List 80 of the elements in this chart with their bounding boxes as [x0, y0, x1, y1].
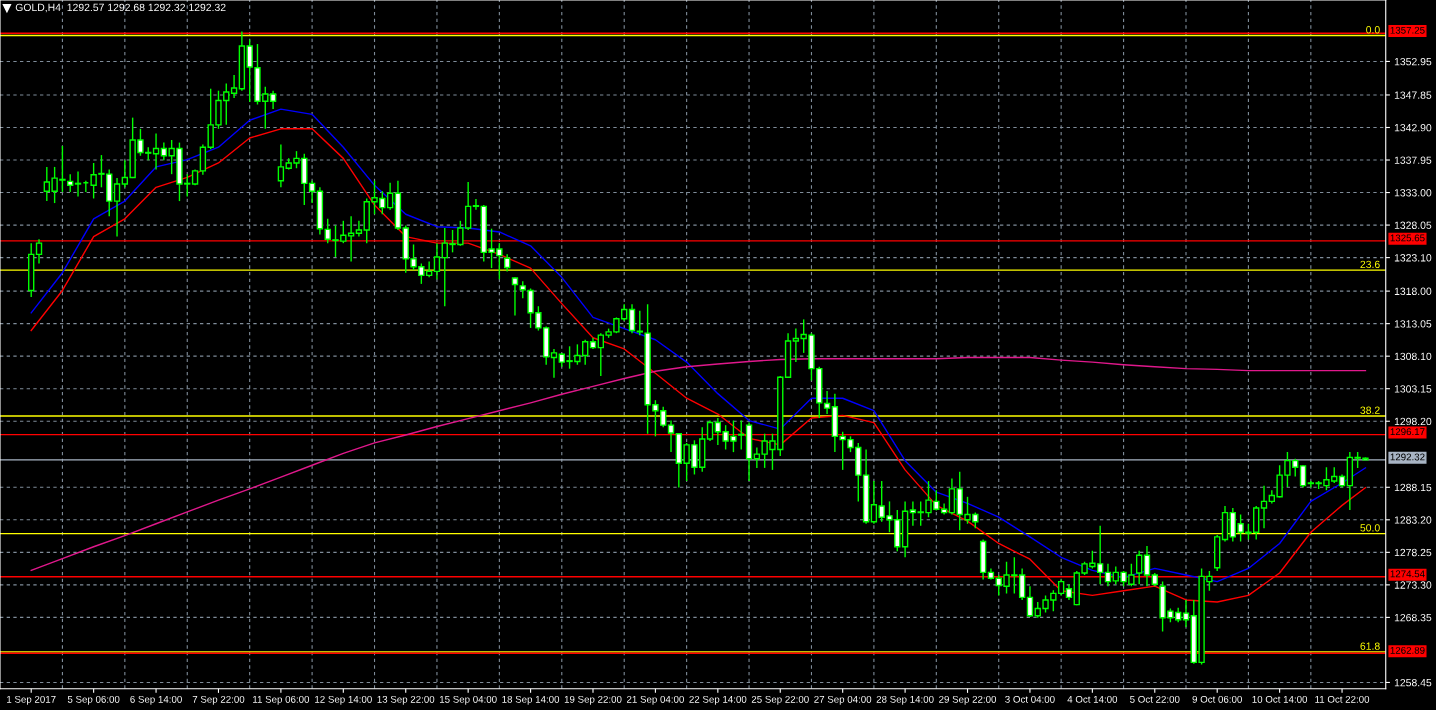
- ref-line-label: 1296.17: [1390, 428, 1425, 436]
- y-tick-label: 1333.00: [1394, 189, 1432, 197]
- x-tick-label: 5 Oct 22:00: [1130, 695, 1180, 703]
- candlestick: [738, 419, 745, 451]
- x-tick-label: 27 Sep 04:00: [814, 695, 872, 705]
- chart-title: GOLD,H4 1292.57 1292.68 1292.32 1292.32: [15, 3, 226, 13]
- x-tick-label: 15 Sep 04:00: [439, 695, 497, 705]
- x-tick-label: 11 Sep 06:00: [253, 695, 310, 705]
- y-tick-label: 1342.90: [1394, 123, 1432, 132]
- ref-line-label: 1357.25: [1390, 26, 1425, 34]
- y-tick-label: 1352.95: [1394, 57, 1432, 66]
- x-tick-label: 11 Oct 22:00: [1315, 695, 1370, 703]
- y-tick-label: 1283.20: [1394, 516, 1432, 524]
- candlestick: [1143, 545, 1151, 587]
- candlestick: [74, 170, 82, 198]
- x-tick-label: 4 Oct 14:00: [1067, 695, 1118, 703]
- annotation: 38.2: [1360, 406, 1380, 414]
- x-tick-label: 6 Sep 14:00: [130, 695, 182, 705]
- candlestick: [550, 348, 558, 379]
- candlestick: [1182, 599, 1190, 628]
- candlestick: [1104, 563, 1112, 587]
- candlestick: [152, 132, 160, 171]
- candlestick: [277, 143, 285, 188]
- x-tick-label: 12 Sep 14:00: [315, 695, 372, 705]
- y-tick-label: 1298.20: [1394, 417, 1432, 426]
- x-tick-label: 9 Oct 06:00: [1192, 695, 1242, 703]
- x-tick-label: 21 Sep 04:00: [626, 695, 684, 705]
- ref-line-label: 1262.89: [1390, 646, 1425, 654]
- candlestick: [948, 477, 956, 516]
- y-tick-label: 1288.15: [1394, 483, 1432, 492]
- candlestick: [433, 242, 441, 280]
- y-tick-label: 1337.95: [1394, 156, 1432, 164]
- annotation: 50.0: [1360, 524, 1380, 532]
- candlestick: [667, 419, 675, 453]
- y-tick-label: 1268.35: [1394, 613, 1432, 622]
- x-tick-label: 10 Oct 14:00: [1252, 695, 1308, 703]
- candlestick: [870, 480, 878, 525]
- y-tick-label: 1273.30: [1394, 581, 1432, 589]
- candlestick: [511, 276, 519, 317]
- y-tick-label: 1313.05: [1394, 320, 1432, 328]
- candlestick: [1260, 484, 1268, 530]
- y-tick-label: 1308.10: [1394, 352, 1432, 361]
- annotation: 61.8: [1360, 642, 1380, 650]
- y-tick-label: 1318.00: [1394, 287, 1432, 295]
- y-tick-label: 1347.85: [1394, 91, 1432, 99]
- y-tick-label: 1258.45: [1394, 678, 1432, 687]
- x-tick-label: 7 Sep 22:00: [192, 695, 245, 705]
- x-tick-label: 29 Sep 22:00: [939, 695, 997, 705]
- candlestick: [269, 89, 277, 110]
- candlestick: [909, 500, 917, 527]
- x-tick-label: 28 Sep 14:00: [876, 695, 934, 705]
- candlestick: [1135, 550, 1143, 585]
- y-tick-label: 1328.05: [1394, 221, 1432, 229]
- candlestick: [1026, 585, 1034, 618]
- x-tick-label: 22 Sep 14:00: [689, 695, 747, 705]
- candlestick: [230, 74, 238, 99]
- annotation: 23.6: [1360, 260, 1380, 269]
- ref-line-label: 1325.65: [1390, 234, 1425, 242]
- y-tick-label: 1303.15: [1394, 385, 1432, 393]
- candlestick: [472, 198, 480, 211]
- x-tick-label: 19 Sep 22:00: [564, 695, 622, 705]
- x-tick-label: 18 Sep 14:00: [502, 695, 560, 705]
- candlestick: [1299, 464, 1307, 489]
- ref-line-label: 1274.54: [1390, 570, 1425, 578]
- x-tick-label: 3 Oct 04:00: [1005, 695, 1055, 703]
- annotation: 0.0: [1366, 26, 1380, 34]
- y-tick-label: 1278.25: [1394, 548, 1432, 557]
- candlestick: [823, 390, 831, 415]
- candlestick: [308, 180, 316, 204]
- x-tick-label: 25 Sep 22:00: [751, 695, 809, 705]
- y-tick-label: 1323.10: [1394, 254, 1432, 262]
- candlestick: [628, 303, 636, 334]
- x-tick-label: 1 Sep 2017: [7, 695, 56, 705]
- ref-line-label: 1292.32: [1390, 453, 1425, 461]
- candlestick: [35, 238, 43, 265]
- candlestick: [113, 177, 121, 238]
- x-tick-label: 13 Sep 22:00: [377, 695, 435, 705]
- candlestick: [706, 419, 714, 442]
- candlestick: [355, 220, 363, 238]
- x-tick-label: 5 Sep 06:00: [67, 695, 120, 705]
